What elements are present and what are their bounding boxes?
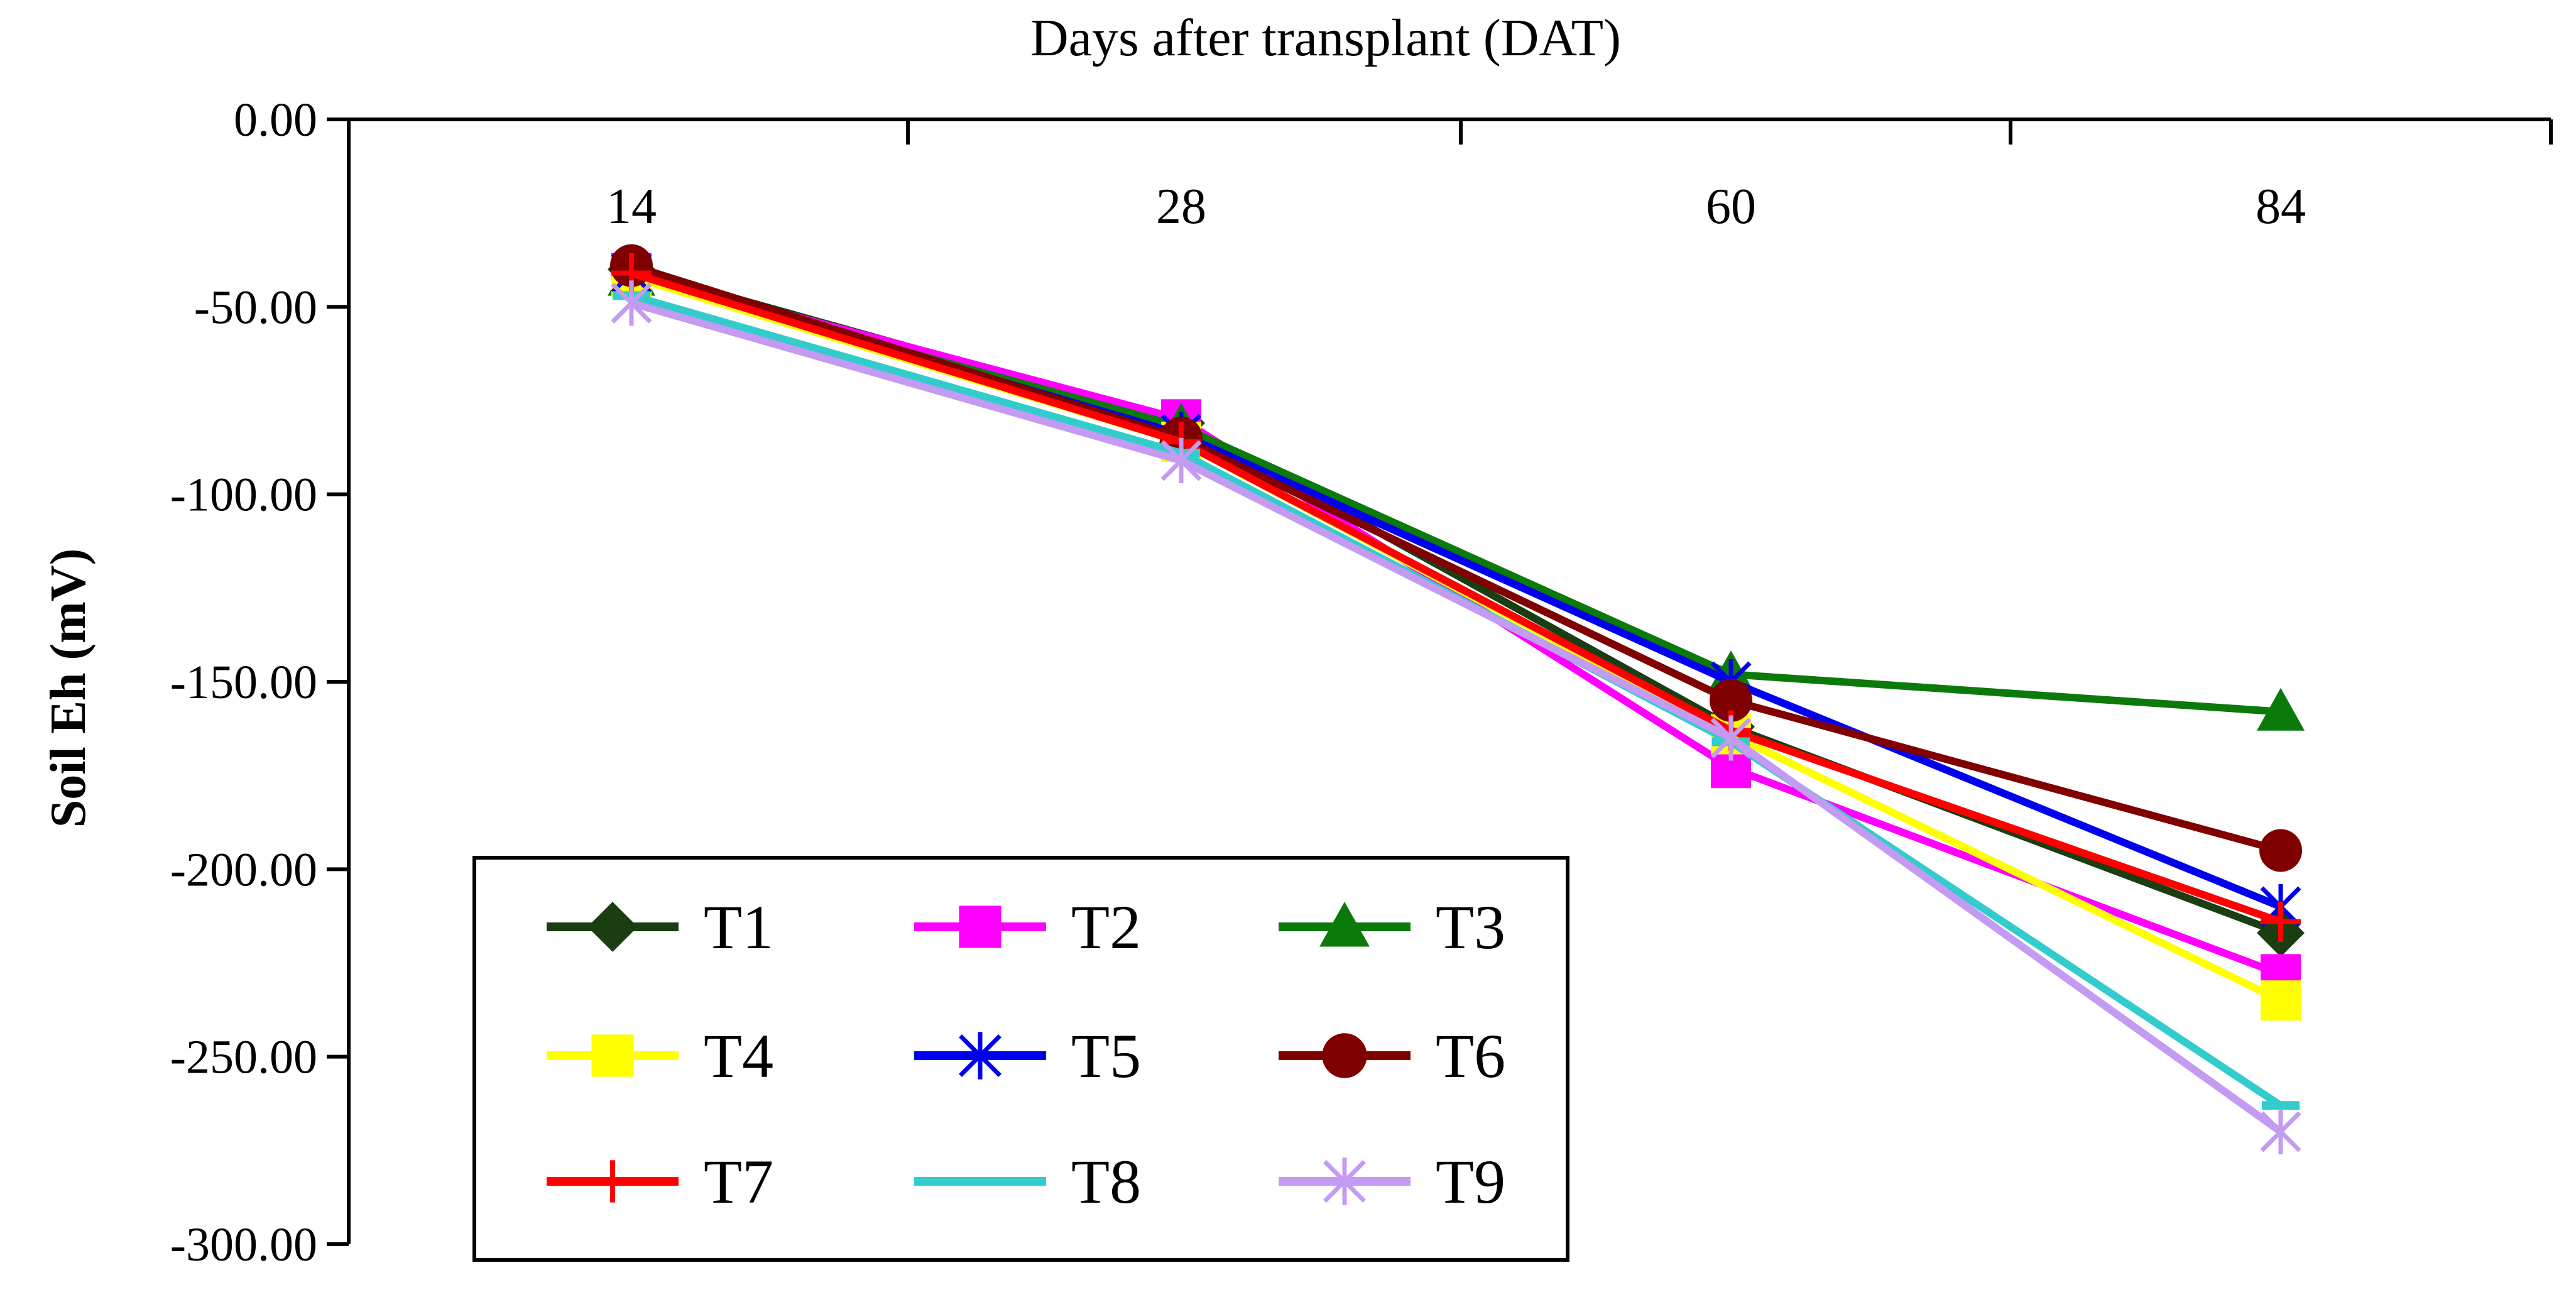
legend-label-T4: T4 <box>704 1021 773 1091</box>
series-line-T9 <box>630 299 2283 1135</box>
data-point-T3-84 <box>2257 687 2305 731</box>
y-tick-label: -200.00 <box>170 843 317 896</box>
series-line-T7 <box>630 269 2282 926</box>
legend-label-T6: T6 <box>1436 1021 1505 1091</box>
legend-item-T9: T9 <box>1279 1147 1505 1217</box>
legend-item-T8: T8 <box>914 1147 1141 1217</box>
y-tick-label: -300.00 <box>170 1218 317 1271</box>
y-tick-label: -50.00 <box>194 281 317 334</box>
x-axis-title: Days after transplant (DAT) <box>1030 9 1621 67</box>
legend-marker-T9 <box>1323 1157 1366 1205</box>
legend-label-T7: T7 <box>704 1147 773 1217</box>
legend-item-T2: T2 <box>914 892 1141 962</box>
legend-marker-T3 <box>1319 902 1370 947</box>
legend-label-T8: T8 <box>1071 1147 1141 1217</box>
data-point-T9-14 <box>611 280 652 326</box>
x-tick-label: 60 <box>1706 179 1756 234</box>
data-point-T9-84 <box>2260 1109 2301 1154</box>
series-layer <box>608 244 2305 1154</box>
legend-marker-T5 <box>959 1032 1001 1080</box>
axes: 0.00 -50.00 -100.00 -150.00 -200.00 -250.00 -3… <box>170 94 2553 1271</box>
legend-item-T7: T7 <box>547 1147 773 1217</box>
x-tick-label: 84 <box>2256 179 2306 234</box>
legend-item-T5: T5 <box>914 1021 1141 1091</box>
legend-item-T3: T3 <box>1279 892 1505 962</box>
legend-label-T9: T9 <box>1436 1147 1505 1217</box>
legend-marker-T4 <box>591 1034 634 1077</box>
y-axis-title: Soil Eh (mV) <box>41 549 96 828</box>
y-tick-label: -250.00 <box>170 1031 317 1084</box>
data-point-T6-60 <box>1710 679 1752 722</box>
legend-marker-T1 <box>587 902 638 952</box>
legend: T1 T2 T3 T4 T5 T6 T7 T8 T9 <box>472 856 1569 1262</box>
legend-label-T3: T3 <box>1436 892 1505 962</box>
data-point-T9-28 <box>1160 437 1202 483</box>
series-line-T6 <box>630 261 2282 855</box>
legend-item-T6: T6 <box>1279 1021 1505 1091</box>
y-tick-label: -100.00 <box>170 469 317 522</box>
x-tick-label: 28 <box>1156 179 1206 234</box>
series-T3 <box>608 253 2305 731</box>
legend-marker-T7 <box>591 1160 634 1203</box>
legend-label-T5: T5 <box>1071 1021 1141 1091</box>
legend-item-T1: T1 <box>547 892 773 962</box>
data-point-T7-84 <box>2261 901 2301 942</box>
data-point-T4-84 <box>2261 980 2301 1021</box>
y-tick-label: -150.00 <box>170 656 317 709</box>
legend-label-T1: T1 <box>704 892 773 962</box>
series-T9 <box>611 280 2301 1154</box>
legend-marker-T2 <box>959 905 1001 948</box>
legend-item-T4: T4 <box>547 1021 773 1091</box>
data-point-T9-60 <box>1710 715 1752 761</box>
legend-marker-T6 <box>1322 1033 1367 1078</box>
data-point-T6-84 <box>2259 829 2302 872</box>
y-tick-label: 0.00 <box>234 94 317 146</box>
x-tick-label: 14 <box>606 179 657 234</box>
legend-label-T2: T2 <box>1071 892 1141 962</box>
